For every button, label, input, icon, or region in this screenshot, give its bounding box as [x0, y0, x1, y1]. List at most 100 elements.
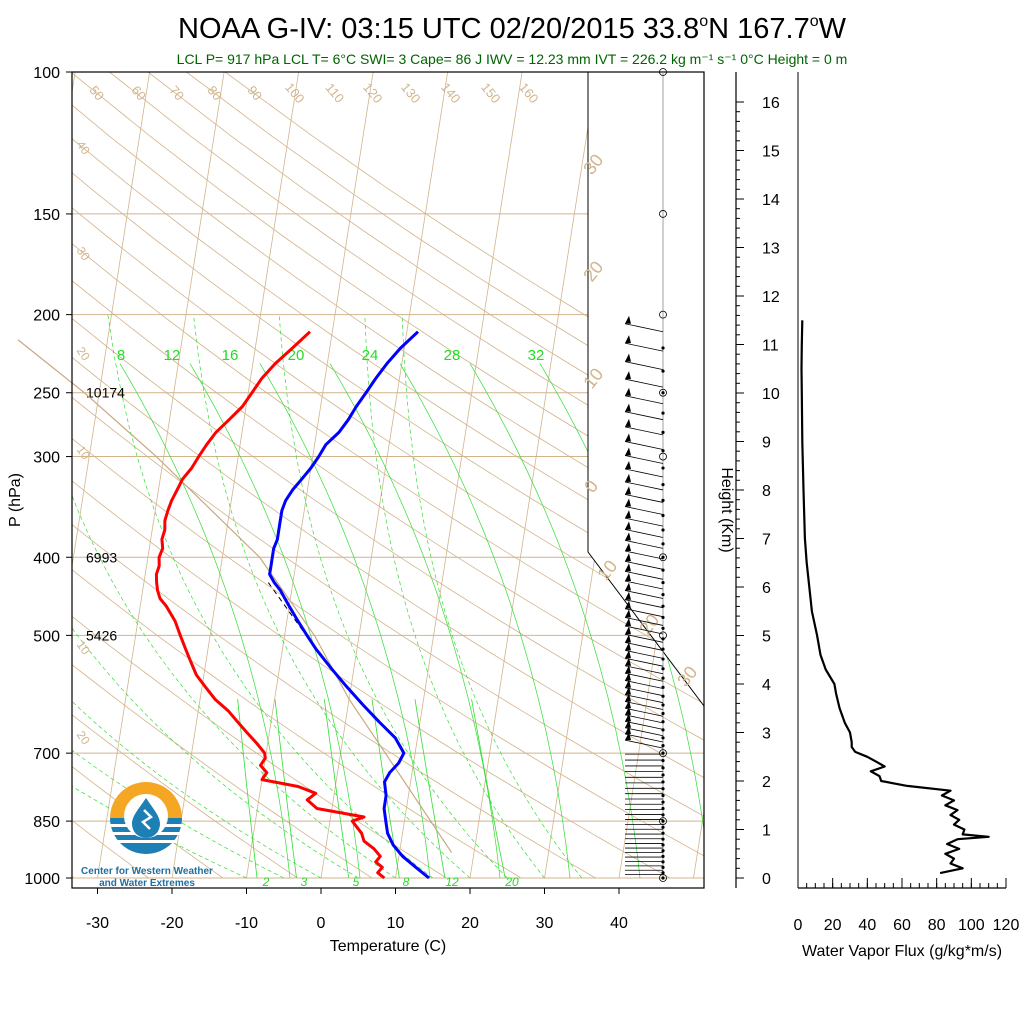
mixing-ratio-bottom-label: 3: [301, 875, 308, 889]
water-drop-logo: [110, 782, 182, 854]
isotherm-left-label: 20: [74, 728, 93, 747]
wind-point: [661, 676, 665, 680]
y-tick-label: 850: [33, 814, 60, 831]
dry-adiabat: [72, 396, 704, 817]
wind-barb: [624, 642, 664, 651]
wind-point: [661, 787, 665, 791]
dry-adiabat: [72, 318, 704, 741]
wind-pennant: [625, 634, 631, 643]
wind-barb: [624, 468, 664, 478]
wind-pennant: [625, 403, 631, 412]
height-tick-label: 16: [762, 95, 780, 112]
flux-x-tick-label: 60: [893, 917, 911, 934]
y-tick-label: 1000: [24, 871, 60, 888]
wind-point: [661, 825, 665, 829]
flux-x-axis-label: Water Vapor Flux (g/kg*m/s): [802, 943, 1002, 960]
isotherm-line: [0, 72, 1, 878]
dry-adiabat-label: 60: [128, 83, 149, 104]
wind-level-circle: [659, 388, 667, 397]
theta-e-line: [259, 363, 431, 879]
wind-barb: [624, 701, 664, 710]
wind-point: [661, 667, 665, 671]
wind-barb: [624, 517, 664, 527]
wind-pennant: [625, 433, 631, 442]
x-tick-label: 30: [536, 915, 554, 932]
wind-level-circle: [659, 452, 667, 461]
dry-adiabat: [72, 664, 373, 879]
flux-x-tick-label: 100: [958, 917, 985, 934]
wind-point: [661, 703, 665, 707]
dry-adiabat: [72, 280, 704, 705]
skewt-background: [0, 72, 704, 879]
wind-barb: [624, 599, 664, 609]
wind-point: [661, 482, 665, 487]
wind-barb: [624, 625, 664, 635]
wind-point: [661, 711, 665, 716]
dry-adiabat: [72, 207, 704, 635]
dry-adiabat: [72, 104, 704, 536]
wind-pennant: [625, 609, 631, 618]
wind-barb: [624, 580, 664, 590]
dry-adiabat: [72, 172, 704, 601]
wind-barb: [624, 455, 664, 464]
chart-title: NOAA G-IV: 03:15 UTC 02/20/2015 33.8oN 1…: [178, 13, 847, 45]
dry-adiabat-label: 110: [322, 80, 347, 106]
mixing-ratio-bottom-label: 12: [445, 875, 459, 889]
mixing-ratio-bottom-label: 20: [504, 875, 519, 889]
wind-point: [661, 604, 665, 608]
wind-point: [661, 346, 665, 350]
wind-barb: [624, 494, 664, 503]
y-tick-label: 150: [33, 207, 60, 224]
wind-point: [661, 430, 665, 435]
mixing-ratio-label: 28: [444, 347, 461, 364]
wind-pennant: [625, 335, 631, 344]
wind-point: [661, 736, 665, 740]
moist-adiabat: [401, 314, 583, 879]
isotherm-line: [246, 72, 374, 879]
wind-point: [661, 843, 665, 847]
isotherm-line: [320, 72, 449, 879]
wind-pennant: [625, 387, 631, 396]
wind-barb: [624, 617, 664, 626]
wind-barb: [624, 529, 664, 538]
wind-barb: [624, 361, 664, 370]
wind-level-circle: [659, 631, 667, 640]
dry-adiabat: [72, 138, 704, 568]
wind-point: [661, 466, 665, 470]
moist-adiabat: [72, 627, 359, 879]
wind-pennant: [625, 582, 631, 591]
wind-point: [661, 865, 665, 869]
height-tick-label: 6: [762, 580, 771, 597]
wind-barb: [624, 687, 664, 697]
height-tick-label: 14: [762, 192, 780, 209]
mixing-ratio-bottom-label: 2: [262, 875, 270, 889]
wind-pennant: [625, 521, 631, 530]
diagram-mask: [588, 72, 704, 706]
parcel-curve: [17, 339, 453, 853]
x-tick-label: -10: [235, 915, 258, 932]
logo-caption: Center for Western Weather and Water Ext…: [81, 866, 213, 889]
mixing-ratio-bottom-label: 8: [403, 875, 410, 889]
y-tick-label: 300: [33, 450, 60, 467]
moist-adiabat: [193, 314, 471, 879]
wind-barb: [624, 727, 664, 737]
dry-adiabat: [72, 480, 671, 879]
moist-adiabat: [72, 494, 396, 879]
wind-barb: [624, 323, 664, 333]
wind-pennant: [625, 532, 631, 541]
isotherm-line: [171, 72, 300, 879]
theta-e-line: [329, 363, 501, 879]
isotherm-left-label: 10: [74, 443, 93, 462]
y-tick-label: 500: [33, 628, 60, 645]
wind-pennant: [625, 486, 631, 495]
wind-barb: [624, 665, 664, 675]
wind-barb: [624, 590, 664, 599]
wind-pennant: [625, 315, 631, 324]
mixing-ratio-line: [274, 699, 297, 879]
height-tick-label: 4: [762, 677, 771, 694]
dry-adiabat: [72, 615, 447, 879]
dry-adiabat-label: 140: [438, 80, 463, 106]
wind-barb: [624, 657, 664, 667]
y-tick-label: 700: [33, 746, 60, 763]
